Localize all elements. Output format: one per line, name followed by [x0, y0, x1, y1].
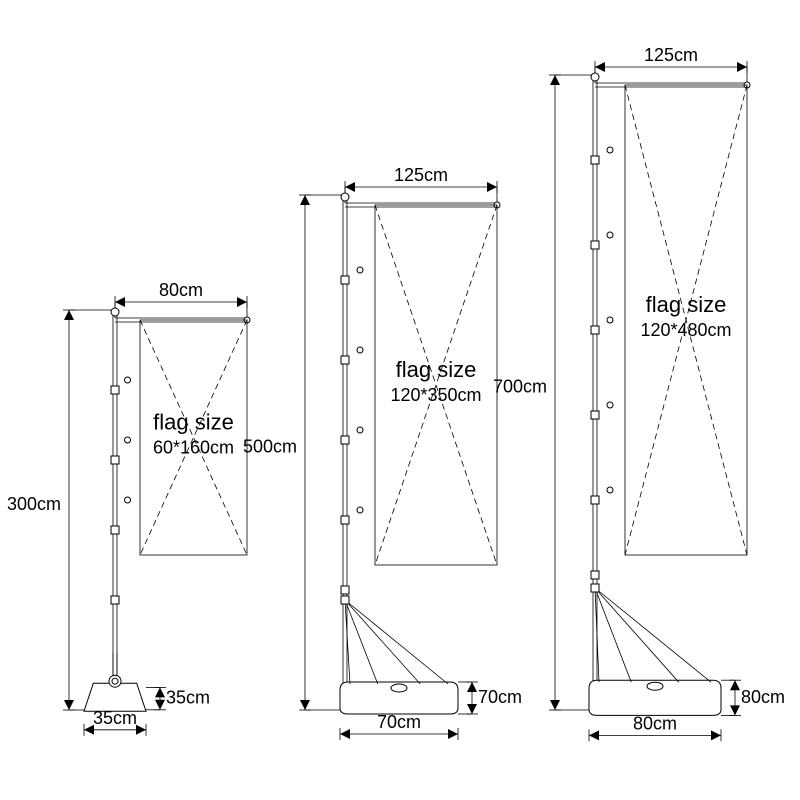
svg-text:80cm: 80cm — [633, 713, 677, 733]
svg-text:35cm: 35cm — [166, 688, 210, 708]
svg-text:70cm: 70cm — [478, 687, 522, 707]
svg-text:120*350cm: 120*350cm — [390, 385, 481, 405]
svg-text:70cm: 70cm — [377, 712, 421, 732]
svg-text:300cm: 300cm — [7, 494, 61, 514]
flag-pole-dimension-diagram: 80cm 300cm flag size 60*160cm 35cm 35cm 125cm 5… — [0, 0, 800, 800]
svg-text:flag size: flag size — [646, 292, 727, 317]
svg-text:flag size: flag size — [153, 410, 234, 435]
svg-text:80cm: 80cm — [741, 687, 785, 707]
svg-text:35cm: 35cm — [93, 708, 137, 728]
svg-text:60*160cm: 60*160cm — [153, 438, 234, 458]
svg-text:flag size: flag size — [396, 357, 477, 382]
svg-text:125cm: 125cm — [644, 45, 698, 65]
svg-text:120*480cm: 120*480cm — [640, 320, 731, 340]
svg-text:80cm: 80cm — [159, 280, 203, 300]
svg-text:125cm: 125cm — [394, 165, 448, 185]
svg-text:700cm: 700cm — [493, 377, 547, 397]
svg-text:500cm: 500cm — [243, 437, 297, 457]
